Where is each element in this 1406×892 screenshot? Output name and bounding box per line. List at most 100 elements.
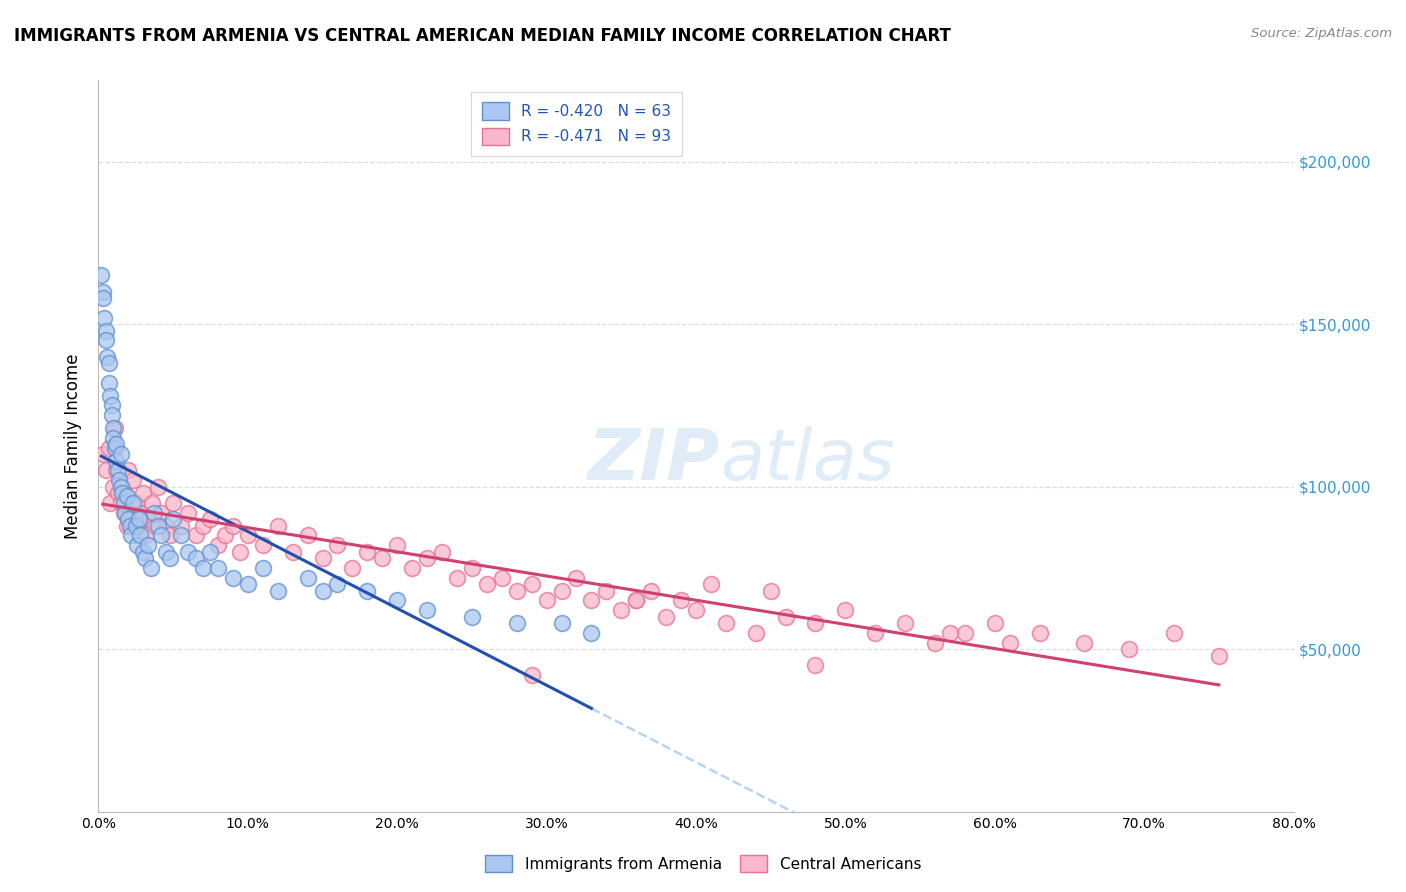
Point [326,577,349,591]
Point [103,431,125,445]
Point [114,486,136,500]
Point [655,609,678,624]
Point [461,609,484,624]
Point [93,310,115,325]
Point [134,551,156,566]
Point [128,518,150,533]
Point [148,480,170,494]
Point [117,463,139,477]
Point [214,528,236,542]
Legend: Immigrants from Armenia, Central Americans: Immigrants from Armenia, Central America… [477,847,929,880]
Point [129,506,152,520]
Point [626,593,648,607]
Point [939,626,962,640]
Point [865,626,887,640]
Point [581,626,603,640]
Point [595,583,617,598]
Point [98,496,122,510]
Point [118,506,141,520]
Point [700,577,723,591]
Point [446,571,468,585]
Point [159,528,181,542]
Point [200,512,222,526]
Point [385,538,409,552]
Point [252,561,274,575]
Point [155,518,177,533]
Point [252,538,274,552]
Point [139,561,162,575]
Point [759,583,782,598]
Point [117,512,139,526]
Point [506,616,529,631]
Point [804,616,827,631]
Point [311,583,333,598]
Point [200,544,222,558]
Point [101,398,124,412]
Point [127,538,149,552]
Point [104,441,127,455]
Point [148,518,170,533]
Point [685,603,707,617]
Point [191,518,214,533]
Point [984,616,1007,631]
Point [184,551,207,566]
Point [97,356,120,370]
Point [101,408,124,422]
Point [1208,648,1230,663]
Point [98,389,122,403]
Point [520,577,543,591]
Point [894,616,917,631]
Point [669,593,692,607]
Point [416,551,439,566]
Point [550,616,572,631]
Point [581,593,603,607]
Point [745,626,768,640]
Point [141,496,163,510]
Point [565,571,588,585]
Point [108,473,131,487]
Point [107,463,129,477]
Point [136,538,159,552]
Point [229,544,252,558]
Point [169,528,191,542]
Legend: R = -0.420   N = 63, R = -0.471   N = 93: R = -0.420 N = 63, R = -0.471 N = 93 [471,92,682,156]
Point [103,480,125,494]
Point [97,376,120,390]
Point [143,518,166,533]
Point [177,506,200,520]
Point [105,453,128,467]
Text: IMMIGRANTS FROM ARMENIA VS CENTRAL AMERICAN MEDIAN FAMILY INCOME CORRELATION CHA: IMMIGRANTS FROM ARMENIA VS CENTRAL AMERI… [14,27,950,45]
Point [155,544,177,558]
Point [103,421,125,435]
Point [111,480,134,494]
Text: atlas: atlas [720,426,894,495]
Point [775,609,797,624]
Point [94,324,117,338]
Point [91,447,114,461]
Point [135,528,157,542]
Point [112,506,135,520]
Point [150,528,173,542]
Point [150,506,173,520]
Point [112,496,135,510]
Point [1163,626,1185,640]
Point [804,658,827,673]
Point [121,473,143,487]
Point [90,268,112,283]
Point [342,561,364,575]
Point [104,421,127,435]
Point [222,518,245,533]
Point [371,551,394,566]
Point [138,512,160,526]
Point [1118,642,1140,657]
Point [297,528,319,542]
Point [953,626,976,640]
Point [1073,635,1095,649]
Point [91,285,114,299]
Point [97,441,120,455]
Point [94,334,117,348]
Point [356,544,378,558]
Point [998,635,1021,649]
Point [111,486,134,500]
Point [610,603,633,617]
